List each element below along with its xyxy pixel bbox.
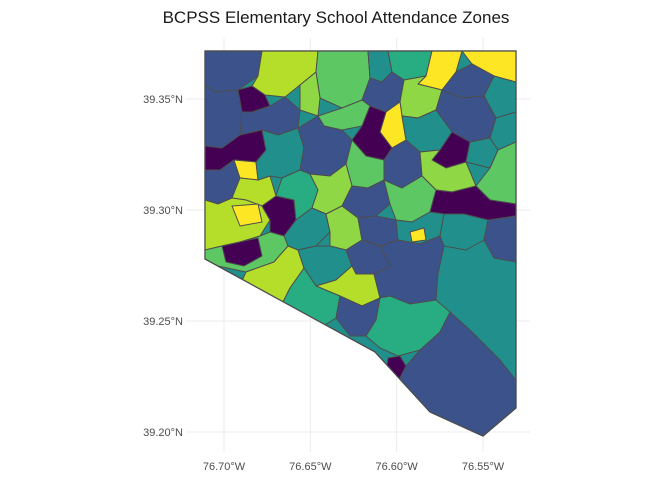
map-title: BCPSS Elementary School Attendance Zones [162,8,510,27]
x-tick-label: 76.70°W [203,461,246,473]
x-tick-label: 76.60°W [376,461,419,473]
y-tick-label: 39.20°N [143,427,183,439]
zone [373,235,445,305]
y-axis-tick-labels: 39.35°N 39.30°N 39.25°N 39.20°N [143,94,183,439]
x-tick-label: 76.65°W [289,461,332,473]
y-tick-label: 39.35°N [143,94,183,106]
y-tick-label: 39.25°N [143,316,183,328]
zone [231,203,263,227]
zone [299,71,321,117]
zone [221,237,263,267]
y-tick-label: 39.30°N [143,205,183,217]
x-axis-tick-labels: 76.70°W 76.65°W 76.60°W 76.55°W [203,461,505,473]
zone [483,215,516,263]
city-outline [204,50,517,437]
zone [409,227,427,243]
x-tick-label: 76.55°W [462,461,505,473]
